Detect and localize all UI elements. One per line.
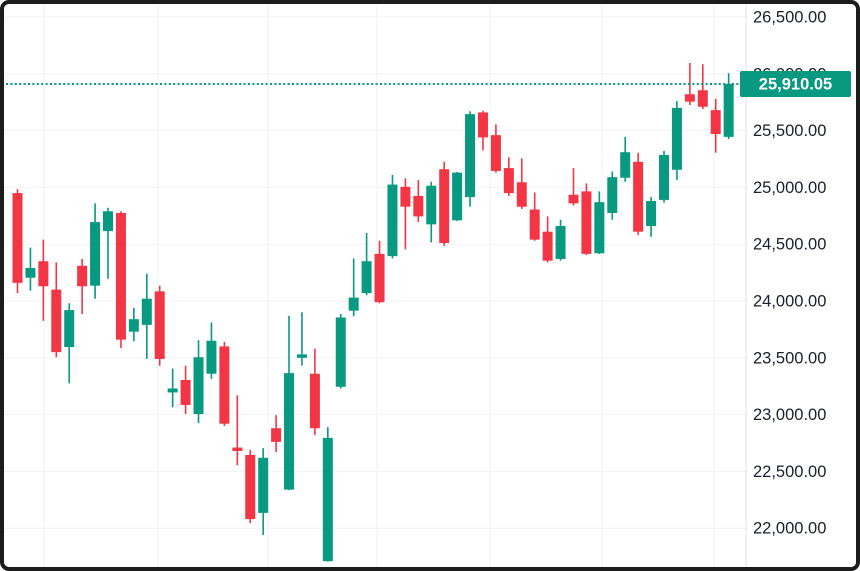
- price-axis-label: 26,500.00: [753, 9, 826, 27]
- candle-wick: [404, 178, 407, 250]
- last-price-label: 25,910.05: [740, 71, 851, 98]
- candle-down: [503, 168, 514, 194]
- candle-down: [413, 195, 424, 217]
- candle-up: [671, 107, 682, 170]
- candle-down: [710, 110, 721, 135]
- candle-down: [542, 231, 553, 261]
- candle-wick: [701, 64, 704, 110]
- candle-up: [25, 268, 36, 278]
- candle-up: [141, 298, 152, 325]
- candle-down: [115, 212, 126, 340]
- candle-up: [103, 211, 114, 232]
- candle-down: [51, 289, 62, 353]
- candle-wick: [301, 312, 303, 366]
- candle-up: [167, 388, 178, 393]
- candles-pane[interactable]: [12, 63, 734, 562]
- candle-down: [516, 182, 527, 207]
- price-axis-label: 23,000.00: [753, 406, 826, 424]
- price-axis-label: 22,500.00: [753, 463, 826, 481]
- candle-up: [206, 340, 217, 374]
- candle-down: [684, 94, 695, 102]
- candle-up: [594, 202, 605, 254]
- candle-up: [322, 437, 333, 562]
- candle-up: [387, 184, 398, 257]
- candle-wick: [81, 258, 83, 315]
- candle-up: [452, 172, 463, 221]
- candle-up: [335, 317, 346, 387]
- price-axis-label: 25,500.00: [753, 122, 826, 140]
- candle-down: [568, 194, 579, 204]
- candle-up: [296, 354, 307, 358]
- price-axis-label: 22,000.00: [753, 520, 826, 538]
- candle-down: [219, 346, 230, 424]
- candle-down: [180, 379, 191, 405]
- candle-down: [77, 265, 88, 287]
- candle-down: [490, 135, 501, 171]
- candle-wick: [107, 207, 109, 279]
- candle-up: [426, 185, 437, 225]
- candle-wick: [572, 168, 575, 206]
- candlestick-chart[interactable]: 26,500.0026,000.0025,500.0025,000.0024,5…: [4, 4, 856, 567]
- grid: [4, 4, 748, 567]
- candle-down: [581, 191, 592, 254]
- candle-up: [723, 84, 734, 137]
- price-axis[interactable]: 26,500.0026,000.0025,500.0025,000.0024,5…: [753, 9, 826, 538]
- price-axis-label: 24,500.00: [753, 236, 826, 254]
- candle-up: [64, 310, 75, 348]
- candle-up: [348, 297, 359, 311]
- candle-up: [128, 319, 139, 332]
- candle-up: [90, 222, 101, 286]
- last-price-label-text: 25,910.05: [759, 76, 832, 94]
- candle-down: [529, 209, 540, 240]
- candle-down: [697, 90, 708, 107]
- candle-down: [271, 428, 282, 442]
- candle-up: [620, 152, 631, 178]
- candle-wick: [236, 395, 239, 466]
- candle-wick: [352, 258, 355, 317]
- price-axis-label: 23,500.00: [753, 349, 826, 367]
- last-price-label-box: [740, 71, 851, 98]
- candle-up: [646, 201, 657, 227]
- candle-up: [193, 357, 204, 415]
- candle-up: [555, 226, 566, 259]
- price-axis-label: 25,000.00: [753, 179, 826, 197]
- candle-up: [607, 177, 618, 213]
- candle-up: [659, 155, 669, 200]
- candle-up: [361, 261, 372, 294]
- candle-up: [465, 114, 476, 198]
- candle-down: [374, 253, 385, 303]
- candle-down: [12, 193, 23, 283]
- candle-down: [477, 112, 488, 138]
- candle-down: [245, 454, 256, 520]
- candle-down: [439, 169, 450, 244]
- candle-down: [154, 291, 165, 359]
- candle-up: [284, 373, 295, 490]
- candle-down: [309, 373, 320, 429]
- candle-down: [400, 186, 411, 207]
- candle-up: [258, 457, 269, 513]
- candle-wick: [171, 368, 174, 408]
- price-axis-label: 24,000.00: [753, 293, 826, 311]
- candle-down: [232, 447, 243, 451]
- candle-down: [633, 161, 644, 232]
- candle-down: [38, 261, 49, 287]
